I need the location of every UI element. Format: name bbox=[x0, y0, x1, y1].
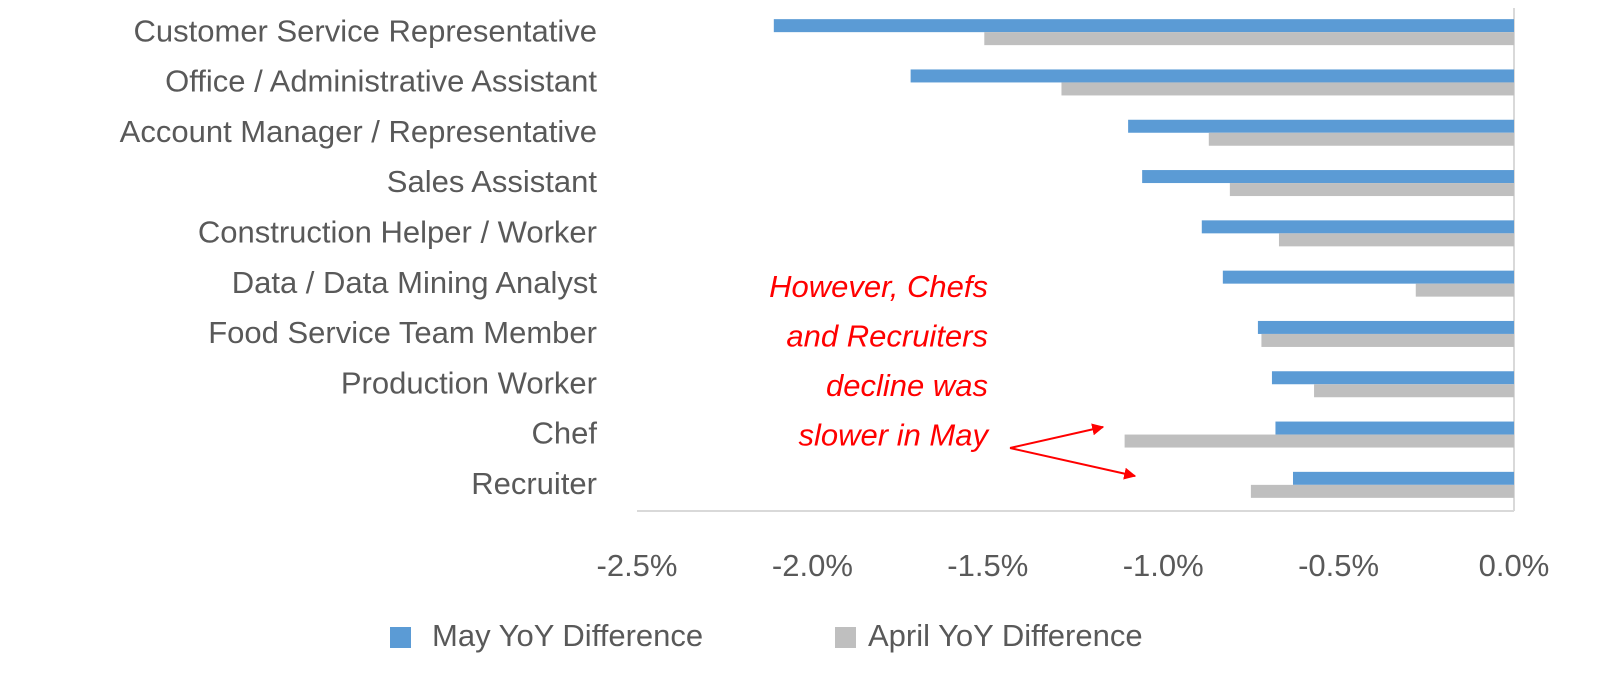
y-tick-label: Sales Assistant bbox=[387, 164, 598, 199]
y-tick-label: Account Manager / Representative bbox=[120, 114, 597, 149]
annotation: decline was bbox=[826, 368, 988, 403]
annotation: However, Chefs bbox=[769, 269, 988, 304]
bar bbox=[1250, 484, 1514, 498]
y-tick-label: Chef bbox=[532, 416, 598, 451]
y-tick-label: Food Service Team Member bbox=[208, 315, 597, 350]
legend-label: April YoY Difference bbox=[868, 618, 1143, 653]
bar bbox=[1415, 283, 1514, 297]
legend-label: May YoY Difference bbox=[432, 618, 703, 653]
x-tick-label: 0.0% bbox=[1479, 548, 1550, 583]
legend-swatch bbox=[390, 627, 411, 648]
x-tick-label: -0.5% bbox=[1298, 548, 1379, 583]
arrow bbox=[1009, 447, 1137, 480]
y-tick-label: Data / Data Mining Analyst bbox=[232, 265, 598, 300]
bar bbox=[1208, 132, 1514, 146]
bar bbox=[773, 19, 1514, 33]
bar bbox=[1142, 170, 1514, 184]
x-tick-label: -1.0% bbox=[1123, 548, 1204, 583]
legend-swatch bbox=[835, 627, 856, 648]
bar bbox=[1229, 183, 1514, 197]
y-tick-label: Office / Administrative Assistant bbox=[165, 64, 597, 99]
bar bbox=[984, 32, 1514, 46]
bar bbox=[1292, 471, 1514, 485]
bar bbox=[1275, 421, 1514, 435]
y-tick-label: Production Worker bbox=[341, 365, 597, 400]
y-tick-label: Recruiter bbox=[471, 466, 597, 501]
annotation: and Recruiters bbox=[786, 319, 988, 354]
y-tick-label: Construction Helper / Worker bbox=[198, 215, 597, 250]
bar bbox=[1314, 384, 1514, 398]
x-tick-label: -2.5% bbox=[597, 548, 678, 583]
bar bbox=[1257, 320, 1514, 334]
x-tick-label: -1.5% bbox=[947, 548, 1028, 583]
bar bbox=[1124, 434, 1514, 448]
arrow bbox=[1009, 423, 1105, 449]
annotation: slower in May bbox=[799, 418, 991, 453]
bar bbox=[910, 69, 1514, 83]
bar bbox=[1128, 119, 1514, 133]
y-tick-label: Customer Service Representative bbox=[134, 13, 597, 48]
bar bbox=[1271, 371, 1514, 385]
x-tick-label: -2.0% bbox=[772, 548, 853, 583]
bar bbox=[1222, 270, 1514, 284]
bar bbox=[1201, 220, 1514, 234]
bar bbox=[1278, 233, 1514, 247]
bar bbox=[1061, 82, 1514, 96]
bar bbox=[1261, 333, 1514, 347]
